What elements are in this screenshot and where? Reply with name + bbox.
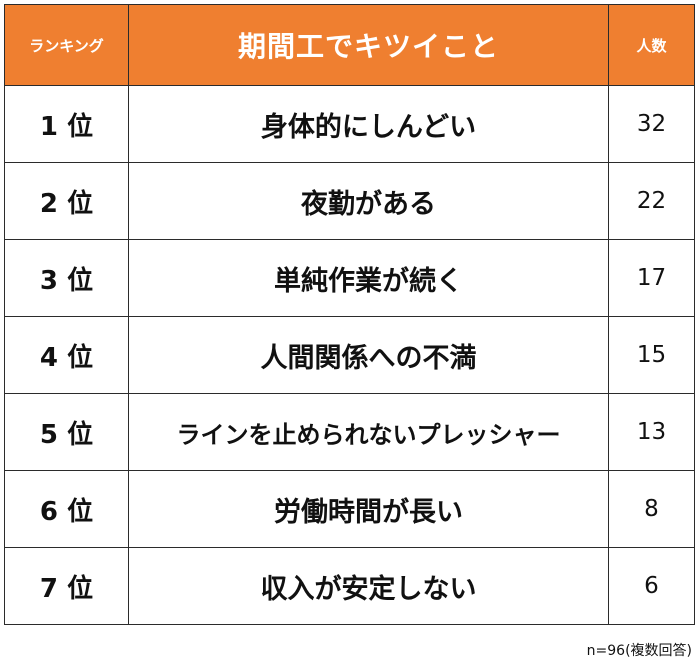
table-row: 2 位 夜勤がある 22 (4, 162, 695, 240)
table-row: 3 位 単純作業が続く 17 (4, 239, 695, 317)
ranking-table: ランキング 期間工でキツイこと 人数 1 位 身体的にしんどい 32 2 位 夜… (4, 4, 695, 625)
table-row: 4 位 人間関係への不満 15 (4, 316, 695, 394)
item-cell: 単純作業が続く (128, 239, 609, 317)
count-cell: 6 (608, 547, 695, 625)
rank-cell: 7 位 (4, 547, 129, 625)
rank-cell: 2 位 (4, 162, 129, 240)
item-cell: 夜勤がある (128, 162, 609, 240)
table-row: 7 位 収入が安定しない 6 (4, 547, 695, 625)
table-row: 6 位 労働時間が長い 8 (4, 470, 695, 548)
rank-cell: 1 位 (4, 85, 129, 163)
count-cell: 17 (608, 239, 695, 317)
header-rank: ランキング (4, 4, 129, 86)
rank-cell: 6 位 (4, 470, 129, 548)
header-item: 期間工でキツイこと (128, 4, 609, 86)
count-cell: 15 (608, 316, 695, 394)
count-cell: 8 (608, 470, 695, 548)
count-cell: 32 (608, 85, 695, 163)
rank-cell: 3 位 (4, 239, 129, 317)
table-row: 1 位 身体的にしんどい 32 (4, 85, 695, 163)
item-cell: 人間関係への不満 (128, 316, 609, 394)
item-cell: 身体的にしんどい (128, 85, 609, 163)
count-cell: 22 (608, 162, 695, 240)
table-row: 5 位 ラインを止められないプレッシャー 13 (4, 393, 695, 471)
sample-size-note: n=96(複数回答) (586, 643, 692, 659)
count-cell: 13 (608, 393, 695, 471)
item-cell: 労働時間が長い (128, 470, 609, 548)
rank-cell: 5 位 (4, 393, 129, 471)
table-header-row: ランキング 期間工でキツイこと 人数 (4, 4, 695, 86)
item-cell: 収入が安定しない (128, 547, 609, 625)
rank-cell: 4 位 (4, 316, 129, 394)
header-count: 人数 (608, 4, 695, 86)
item-cell: ラインを止められないプレッシャー (128, 393, 609, 471)
